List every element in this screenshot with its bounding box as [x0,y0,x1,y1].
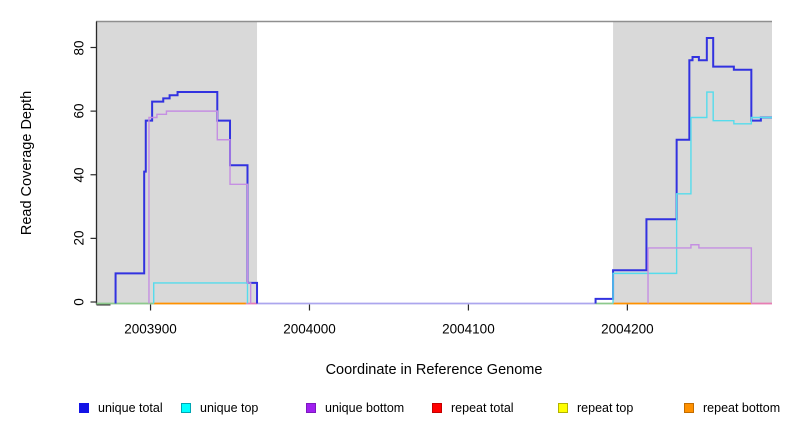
legend-swatch-icon [558,403,568,413]
legend-item-unique-bottom: unique bottom [306,401,404,415]
x-tick-label: 2004100 [442,321,495,337]
legend-label: unique top [200,401,259,415]
x-axis-title: Coordinate in Reference Genome [325,362,543,378]
y-axis-title: Read Coverage Depth [19,90,35,236]
y-tick-label: 40 [71,167,87,183]
shaded-region-0 [96,21,258,305]
legend-item-unique-total: unique total [79,401,163,415]
y-tick-label: 0 [71,298,87,306]
legend-label: unique total [98,401,163,415]
shaded-region-1 [613,21,772,305]
legend-label: unique bottom [325,401,405,415]
series-unique-top [153,91,772,304]
legend-swatch-icon [79,403,89,413]
legend-swatch-icon [432,403,442,413]
legend-swatch-icon [181,403,191,413]
series-unique-total [114,36,772,304]
series-unique-bottom [148,110,753,304]
legend-item-repeat-bottom: repeat bottom [684,401,780,415]
y-tick-label: 60 [71,103,87,119]
y-tick-label: 20 [71,230,87,246]
x-tick-label: 2004000 [283,321,336,337]
legend-label: repeat bottom [703,401,781,415]
legend-swatch-icon [306,403,316,413]
x-tick-label: 2003900 [124,321,177,337]
legend-item-repeat-top: repeat top [558,401,633,415]
legend-item-unique-top: unique top [181,401,258,415]
y-tick-label: 80 [71,39,87,56]
legend-swatch-icon [684,403,694,413]
x-tick-label: 2004200 [601,321,654,337]
legend-label: repeat top [577,401,634,415]
legend-item-repeat-total: repeat total [432,401,514,415]
legend-label: repeat total [451,401,514,415]
